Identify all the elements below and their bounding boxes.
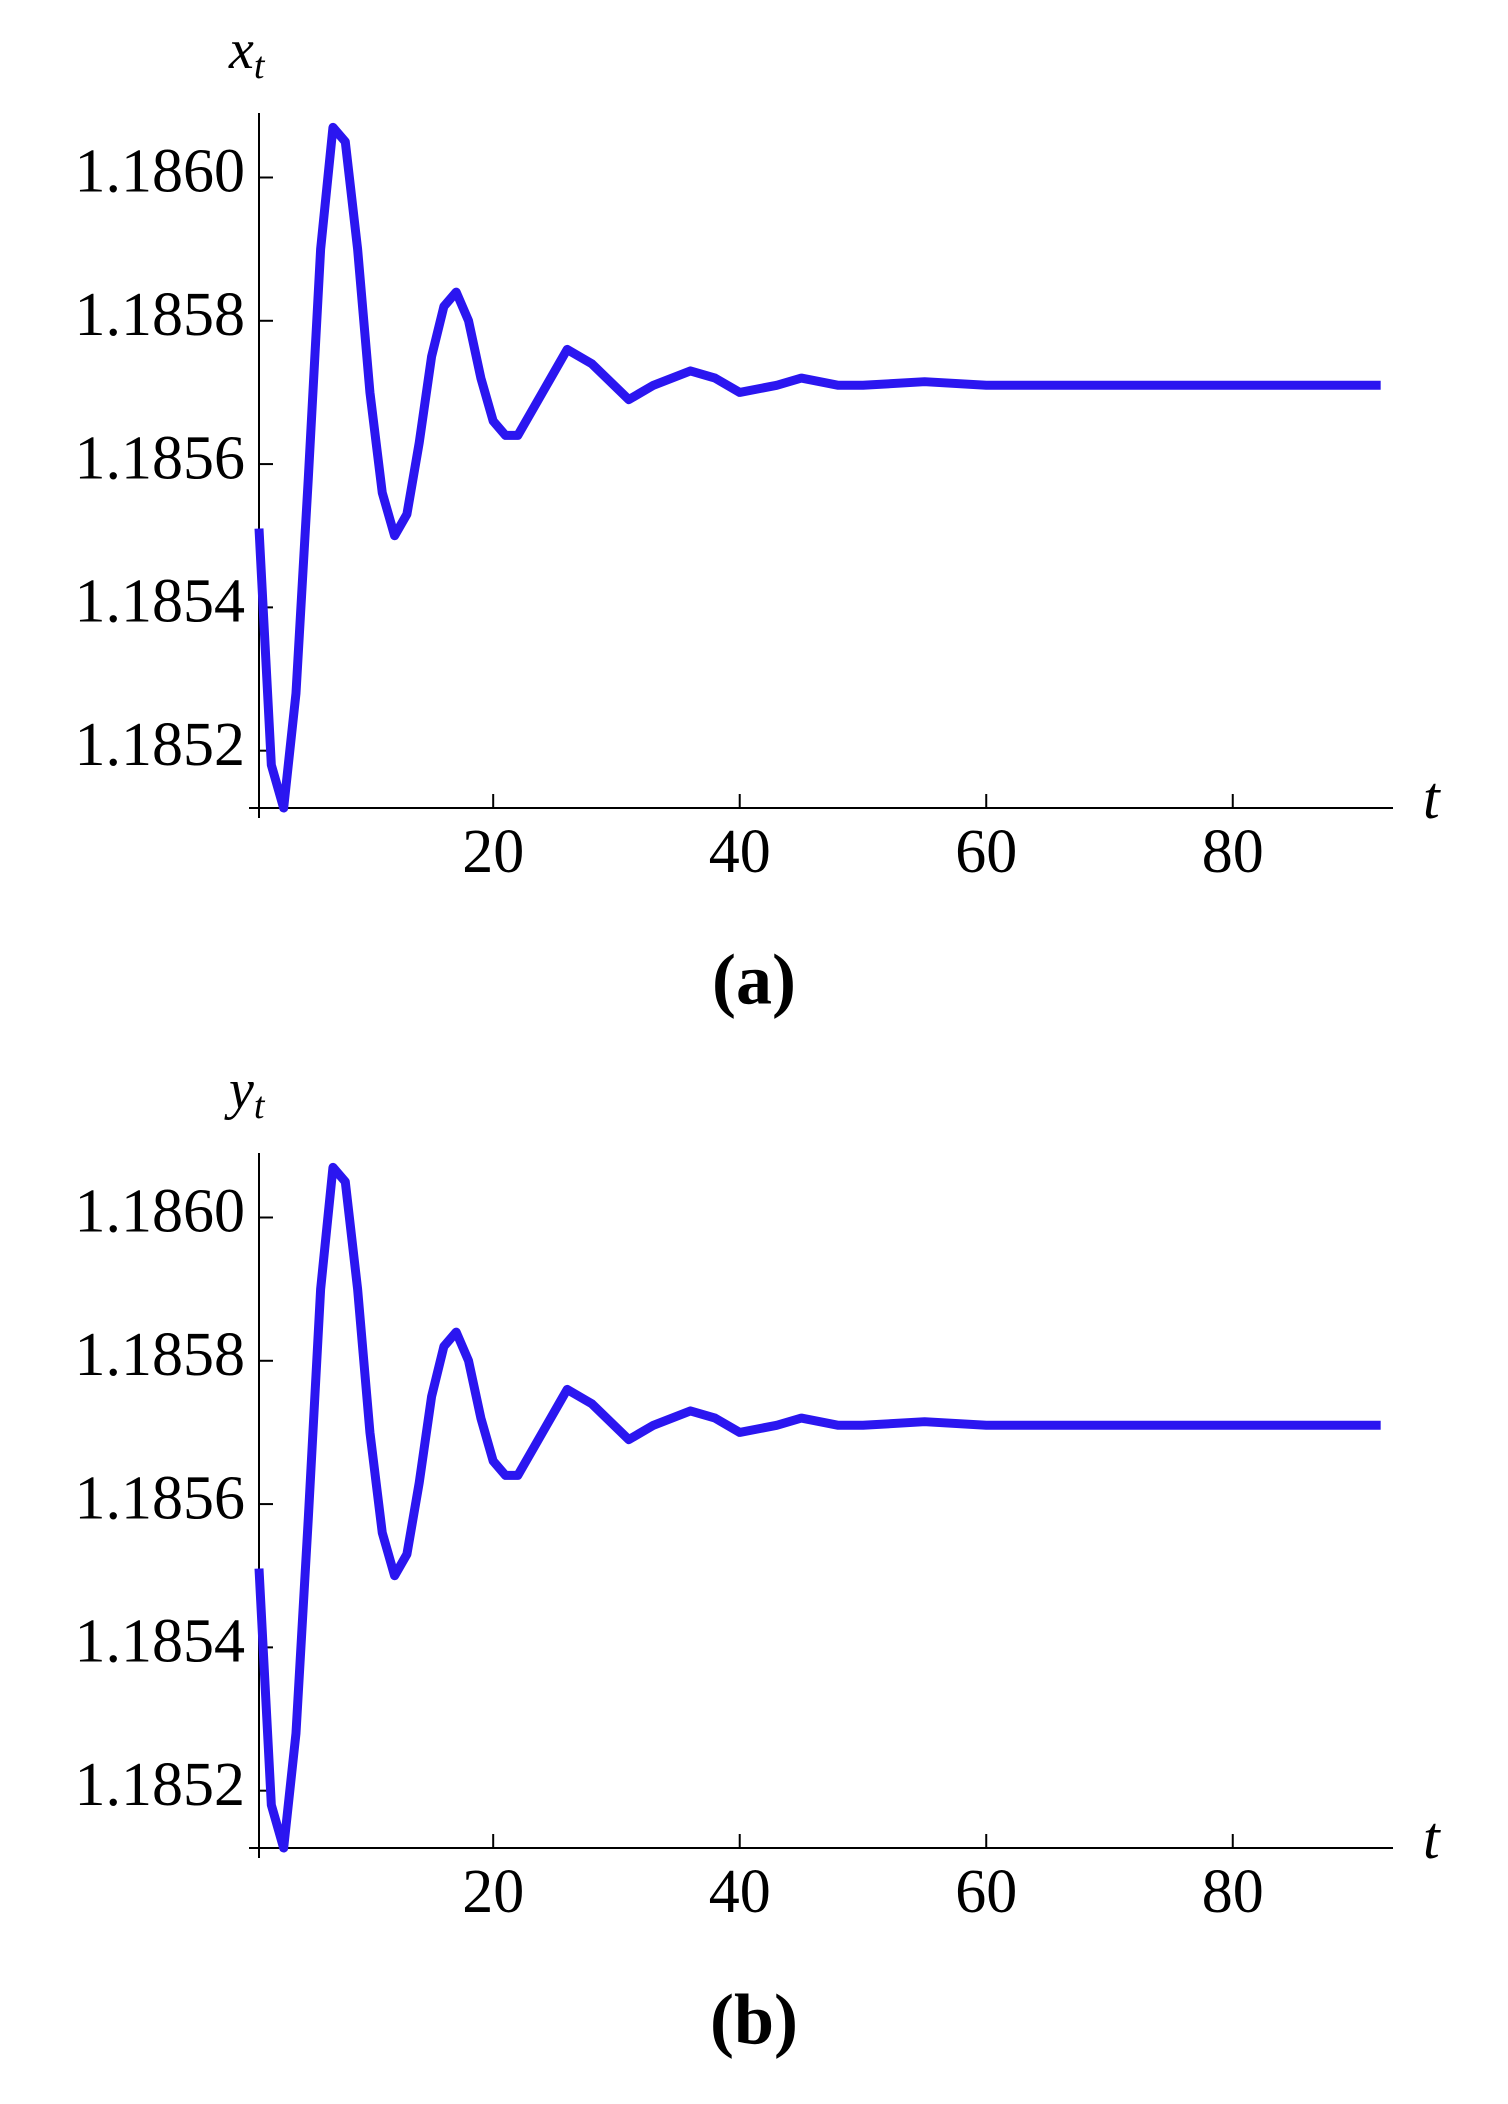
y-tick-label: 1.1856 xyxy=(75,1464,246,1532)
y-tick-label: 1.1854 xyxy=(75,568,246,636)
x-axis-label: t xyxy=(1423,765,1441,831)
y-tick-label: 1.1860 xyxy=(75,1178,246,1246)
y-label-main: y xyxy=(224,1059,254,1121)
data-line xyxy=(254,1162,1381,1853)
y-label-subscript: t xyxy=(254,1085,266,1127)
x-tick-label: 20 xyxy=(462,1858,524,1926)
caption: (b) xyxy=(710,1980,798,2060)
x-tick-label: 40 xyxy=(709,1858,771,1926)
y-tick-label: 1.1856 xyxy=(75,424,246,492)
y-tick-label: 1.1852 xyxy=(75,1751,246,1819)
x-axis-label: t xyxy=(1423,1805,1441,1871)
x-tick-label: 80 xyxy=(1202,1858,1264,1926)
y-axis-label: yt xyxy=(224,1059,266,1127)
y-tick-label: 1.1860 xyxy=(75,138,246,206)
y-label-main: x xyxy=(228,19,254,81)
x-tick-label: 20 xyxy=(462,818,524,886)
x-tick-label: 80 xyxy=(1202,818,1264,886)
x-tick-label: 60 xyxy=(955,818,1017,886)
data-line xyxy=(254,122,1381,813)
caption: (a) xyxy=(712,940,796,1020)
y-axis-label: xt xyxy=(228,19,266,87)
y-tick-label: 1.1858 xyxy=(75,281,246,349)
y-tick-label: 1.1858 xyxy=(75,1321,246,1389)
y-label-subscript: t xyxy=(254,45,266,87)
y-tick-label: 1.1852 xyxy=(75,711,246,779)
y-tick-label: 1.1854 xyxy=(75,1608,246,1676)
x-tick-label: 40 xyxy=(709,818,771,886)
x-tick-label: 60 xyxy=(955,1858,1017,1926)
